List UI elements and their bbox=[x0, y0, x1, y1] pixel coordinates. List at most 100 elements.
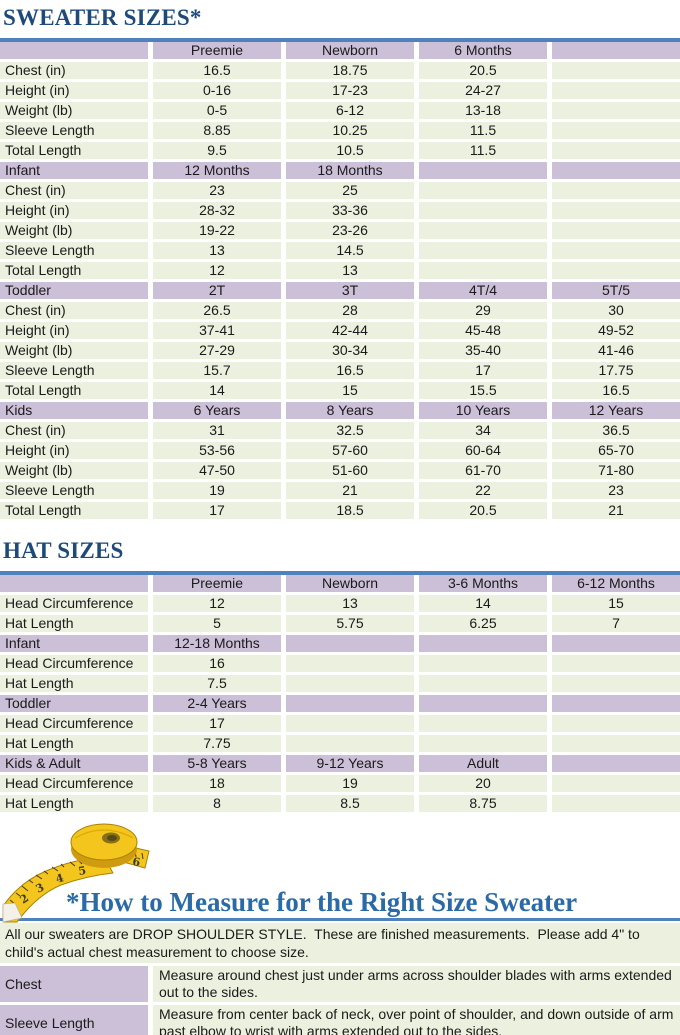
value-cell: 21 bbox=[286, 482, 414, 499]
value-cell bbox=[552, 82, 680, 99]
row-label-cell: Height (in) bbox=[0, 322, 148, 339]
value-cell: 14 bbox=[419, 595, 547, 612]
table-row: Hat Length 7.5 bbox=[0, 675, 680, 692]
row-label-cell: Total Length bbox=[0, 142, 148, 159]
sweater-sizes-title: SWEATER SIZES* bbox=[3, 5, 202, 30]
measure-accent-rule bbox=[0, 918, 680, 921]
value-cell: 13 bbox=[153, 242, 281, 259]
value-cell: 18 bbox=[153, 775, 281, 792]
row-label-cell: Total Length bbox=[0, 382, 148, 399]
value-cell bbox=[286, 715, 414, 732]
column-header-cell: Newborn bbox=[286, 575, 414, 592]
table-header-row: Kids 6 Years 8 Years 10 Years 12 Years bbox=[0, 402, 680, 419]
svg-text:4: 4 bbox=[54, 871, 65, 886]
value-cell: 22 bbox=[419, 482, 547, 499]
column-header-cell bbox=[419, 695, 547, 712]
column-header-cell bbox=[552, 695, 680, 712]
value-cell bbox=[552, 715, 680, 732]
table-row: Head Circumference 17 bbox=[0, 715, 680, 732]
column-header-cell: 3-6 Months bbox=[419, 575, 547, 592]
table-row: Head Circumference 18 19 20 bbox=[0, 775, 680, 792]
value-cell: 23 bbox=[552, 482, 680, 499]
value-cell: 10.25 bbox=[286, 122, 414, 139]
row-label-cell: Head Circumference bbox=[0, 655, 148, 672]
row-label-cell: Weight (lb) bbox=[0, 222, 148, 239]
value-cell bbox=[552, 122, 680, 139]
how-to-measure-header: 6 1 2 3 4 5 *How to Measure for the Righ… bbox=[0, 817, 680, 923]
value-cell: 12 bbox=[153, 595, 281, 612]
value-cell: 30 bbox=[552, 302, 680, 319]
table-row: Sleeve Length 8.85 10.25 11.5 bbox=[0, 122, 680, 139]
column-header-cell: 6 Years bbox=[153, 402, 281, 419]
table-row: Total Length 12 13 bbox=[0, 262, 680, 279]
value-cell: 14.5 bbox=[286, 242, 414, 259]
column-header-cell: 12 Months bbox=[153, 162, 281, 179]
table-row: Hat Length 5 5.75 6.25 7 bbox=[0, 615, 680, 632]
value-cell bbox=[552, 242, 680, 259]
value-cell: 13 bbox=[286, 595, 414, 612]
table-row: Total Length 14 15 15.5 16.5 bbox=[0, 382, 680, 399]
value-cell: 53-56 bbox=[153, 442, 281, 459]
measure-intro-text: All our sweaters are DROP SHOULDER STYLE… bbox=[0, 923, 680, 963]
column-header-cell: 6 Months bbox=[419, 42, 547, 59]
value-cell bbox=[552, 795, 680, 812]
value-cell: 29 bbox=[419, 302, 547, 319]
column-header-cell: 12-18 Months bbox=[153, 635, 281, 652]
section-label-cell bbox=[0, 575, 148, 592]
row-label-cell: Head Circumference bbox=[0, 775, 148, 792]
value-cell: 13 bbox=[286, 262, 414, 279]
hat-accent-bar bbox=[0, 571, 680, 575]
table-header-row: Infant 12 Months 18 Months bbox=[0, 162, 680, 179]
column-header-cell bbox=[286, 695, 414, 712]
value-cell: 19 bbox=[286, 775, 414, 792]
value-cell: 37-41 bbox=[153, 322, 281, 339]
value-cell: 57-60 bbox=[286, 442, 414, 459]
table-header-row: Toddler 2T 3T 4T/4 5T/5 bbox=[0, 282, 680, 299]
row-label-cell: Head Circumference bbox=[0, 715, 148, 732]
value-cell: 25 bbox=[286, 182, 414, 199]
table-row: Chest (in) 23 25 bbox=[0, 182, 680, 199]
row-label-cell: Height (in) bbox=[0, 82, 148, 99]
row-label-cell: Chest (in) bbox=[0, 422, 148, 439]
measure-table: Chest Measure around chest just under arm… bbox=[0, 966, 680, 1035]
value-cell: 18.5 bbox=[286, 502, 414, 519]
table-row: Head Circumference 12 13 14 15 bbox=[0, 595, 680, 612]
value-cell: 6-12 bbox=[286, 102, 414, 119]
column-header-cell: Adult bbox=[419, 755, 547, 772]
value-cell: 19 bbox=[153, 482, 281, 499]
value-cell: 12 bbox=[153, 262, 281, 279]
value-cell bbox=[552, 142, 680, 159]
value-cell: 8.75 bbox=[419, 795, 547, 812]
row-label-cell: Chest (in) bbox=[0, 302, 148, 319]
value-cell: 49-52 bbox=[552, 322, 680, 339]
column-header-cell: Newborn bbox=[286, 42, 414, 59]
value-cell: 41-46 bbox=[552, 342, 680, 359]
value-cell: 33-36 bbox=[286, 202, 414, 219]
column-header-cell bbox=[419, 162, 547, 179]
value-cell bbox=[419, 222, 547, 239]
table-row: Weight (lb) 27-29 30-34 35-40 41-46 bbox=[0, 342, 680, 359]
section-label-cell bbox=[0, 42, 148, 59]
section-label-cell: Kids bbox=[0, 402, 148, 419]
value-cell: 17.75 bbox=[552, 362, 680, 379]
value-cell: 20.5 bbox=[419, 62, 547, 79]
value-cell bbox=[419, 655, 547, 672]
value-cell: 20.5 bbox=[419, 502, 547, 519]
table-row: Total Length 9.5 10.5 11.5 bbox=[0, 142, 680, 159]
table-row: Chest (in) 26.5 28 29 30 bbox=[0, 302, 680, 319]
row-label-cell: Weight (lb) bbox=[0, 342, 148, 359]
value-cell: 45-48 bbox=[419, 322, 547, 339]
value-cell: 13-18 bbox=[419, 102, 547, 119]
value-cell bbox=[552, 182, 680, 199]
row-label-cell: Sleeve Length bbox=[0, 482, 148, 499]
value-cell bbox=[552, 222, 680, 239]
value-cell: 34 bbox=[419, 422, 547, 439]
column-header-cell bbox=[552, 42, 680, 59]
section-label-cell: Kids & Adult bbox=[0, 755, 148, 772]
row-label-cell: Hat Length bbox=[0, 735, 148, 752]
value-cell: 7.5 bbox=[153, 675, 281, 692]
column-header-cell bbox=[552, 635, 680, 652]
value-cell: 16.5 bbox=[153, 62, 281, 79]
column-header-cell bbox=[552, 755, 680, 772]
